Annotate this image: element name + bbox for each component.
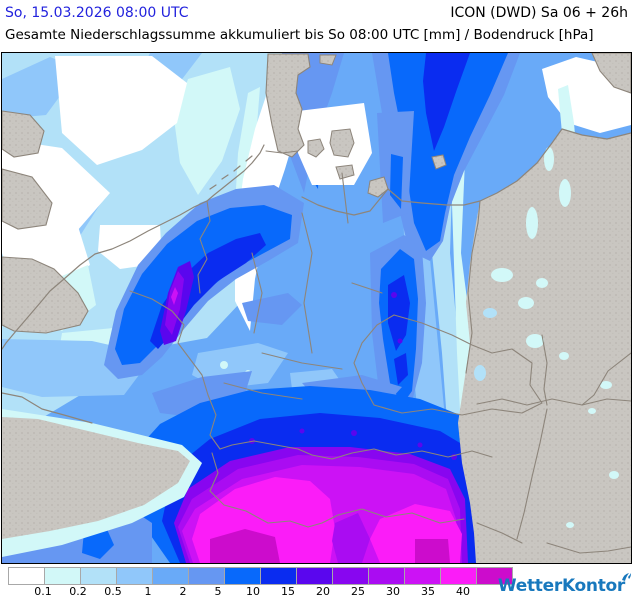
legend-swatch (296, 567, 333, 585)
legend-color-scale (8, 567, 513, 585)
legend-label: 0.5 (104, 585, 122, 598)
legend-swatch (224, 567, 261, 585)
legend-label: 40 (456, 585, 470, 598)
map-land-france (2, 409, 202, 557)
precipitation-legend: 0.1 0.2 0.5 1 2 5 10 15 20 25 30 35 40 (8, 567, 513, 599)
legend-swatch (44, 567, 81, 585)
legend-swatch (404, 567, 441, 585)
legend-swatch (476, 567, 513, 585)
legend-label: 15 (281, 585, 295, 598)
legend-label: 5 (214, 585, 222, 598)
legend-label: 35 (421, 585, 435, 598)
legend-label: 0.1 (34, 585, 52, 598)
legend-label: 25 (351, 585, 365, 598)
legend-label: 1 (144, 585, 152, 598)
map-borders (129, 150, 631, 554)
legend-value-labels: 0.1 0.2 0.5 1 2 5 10 15 20 25 30 35 40 (8, 585, 508, 598)
precipitation-map (1, 52, 632, 564)
legend-label: 10 (246, 585, 260, 598)
map-land-denmark (265, 53, 372, 185)
map-baltic-dry-zone (367, 53, 631, 198)
legend-swatch (260, 567, 297, 585)
legend-swatch (152, 567, 189, 585)
logo-text: WetterKontor (497, 576, 625, 596)
header-row: So, 15.03.2026 08:00 UTC ICON (DWD) Sa 0… (5, 5, 628, 22)
legend-swatch (80, 567, 117, 585)
legend-swatch (368, 567, 405, 585)
logo-swoosh-icon (622, 573, 631, 581)
map-west-germany-band (104, 185, 304, 379)
legend-label: 20 (316, 585, 330, 598)
legend-label: 30 (386, 585, 400, 598)
map-land-uk (2, 110, 89, 334)
map-subtitle: Gesamte Niederschlagssumme akkumuliert b… (5, 27, 594, 43)
legend-label: 2 (179, 585, 187, 598)
legend-swatch (440, 567, 477, 585)
map-baltic-heavy-band (372, 53, 520, 261)
map-east-heavy-blob (370, 235, 426, 415)
legend-swatch (8, 567, 45, 585)
legend-swatch (188, 567, 225, 585)
map-datetime: So, 15.03.2026 08:00 UTC (5, 5, 189, 21)
legend-swatch (116, 567, 153, 585)
model-run-label: ICON (DWD) Sa 06 + 26h (450, 5, 628, 21)
map-alps-maximum (128, 386, 492, 563)
legend-swatch (332, 567, 369, 585)
map-canvas (2, 53, 631, 563)
wetterkontor-logo[interactable]: WetterKontor (497, 573, 631, 600)
legend-label: 0.2 (69, 585, 87, 598)
